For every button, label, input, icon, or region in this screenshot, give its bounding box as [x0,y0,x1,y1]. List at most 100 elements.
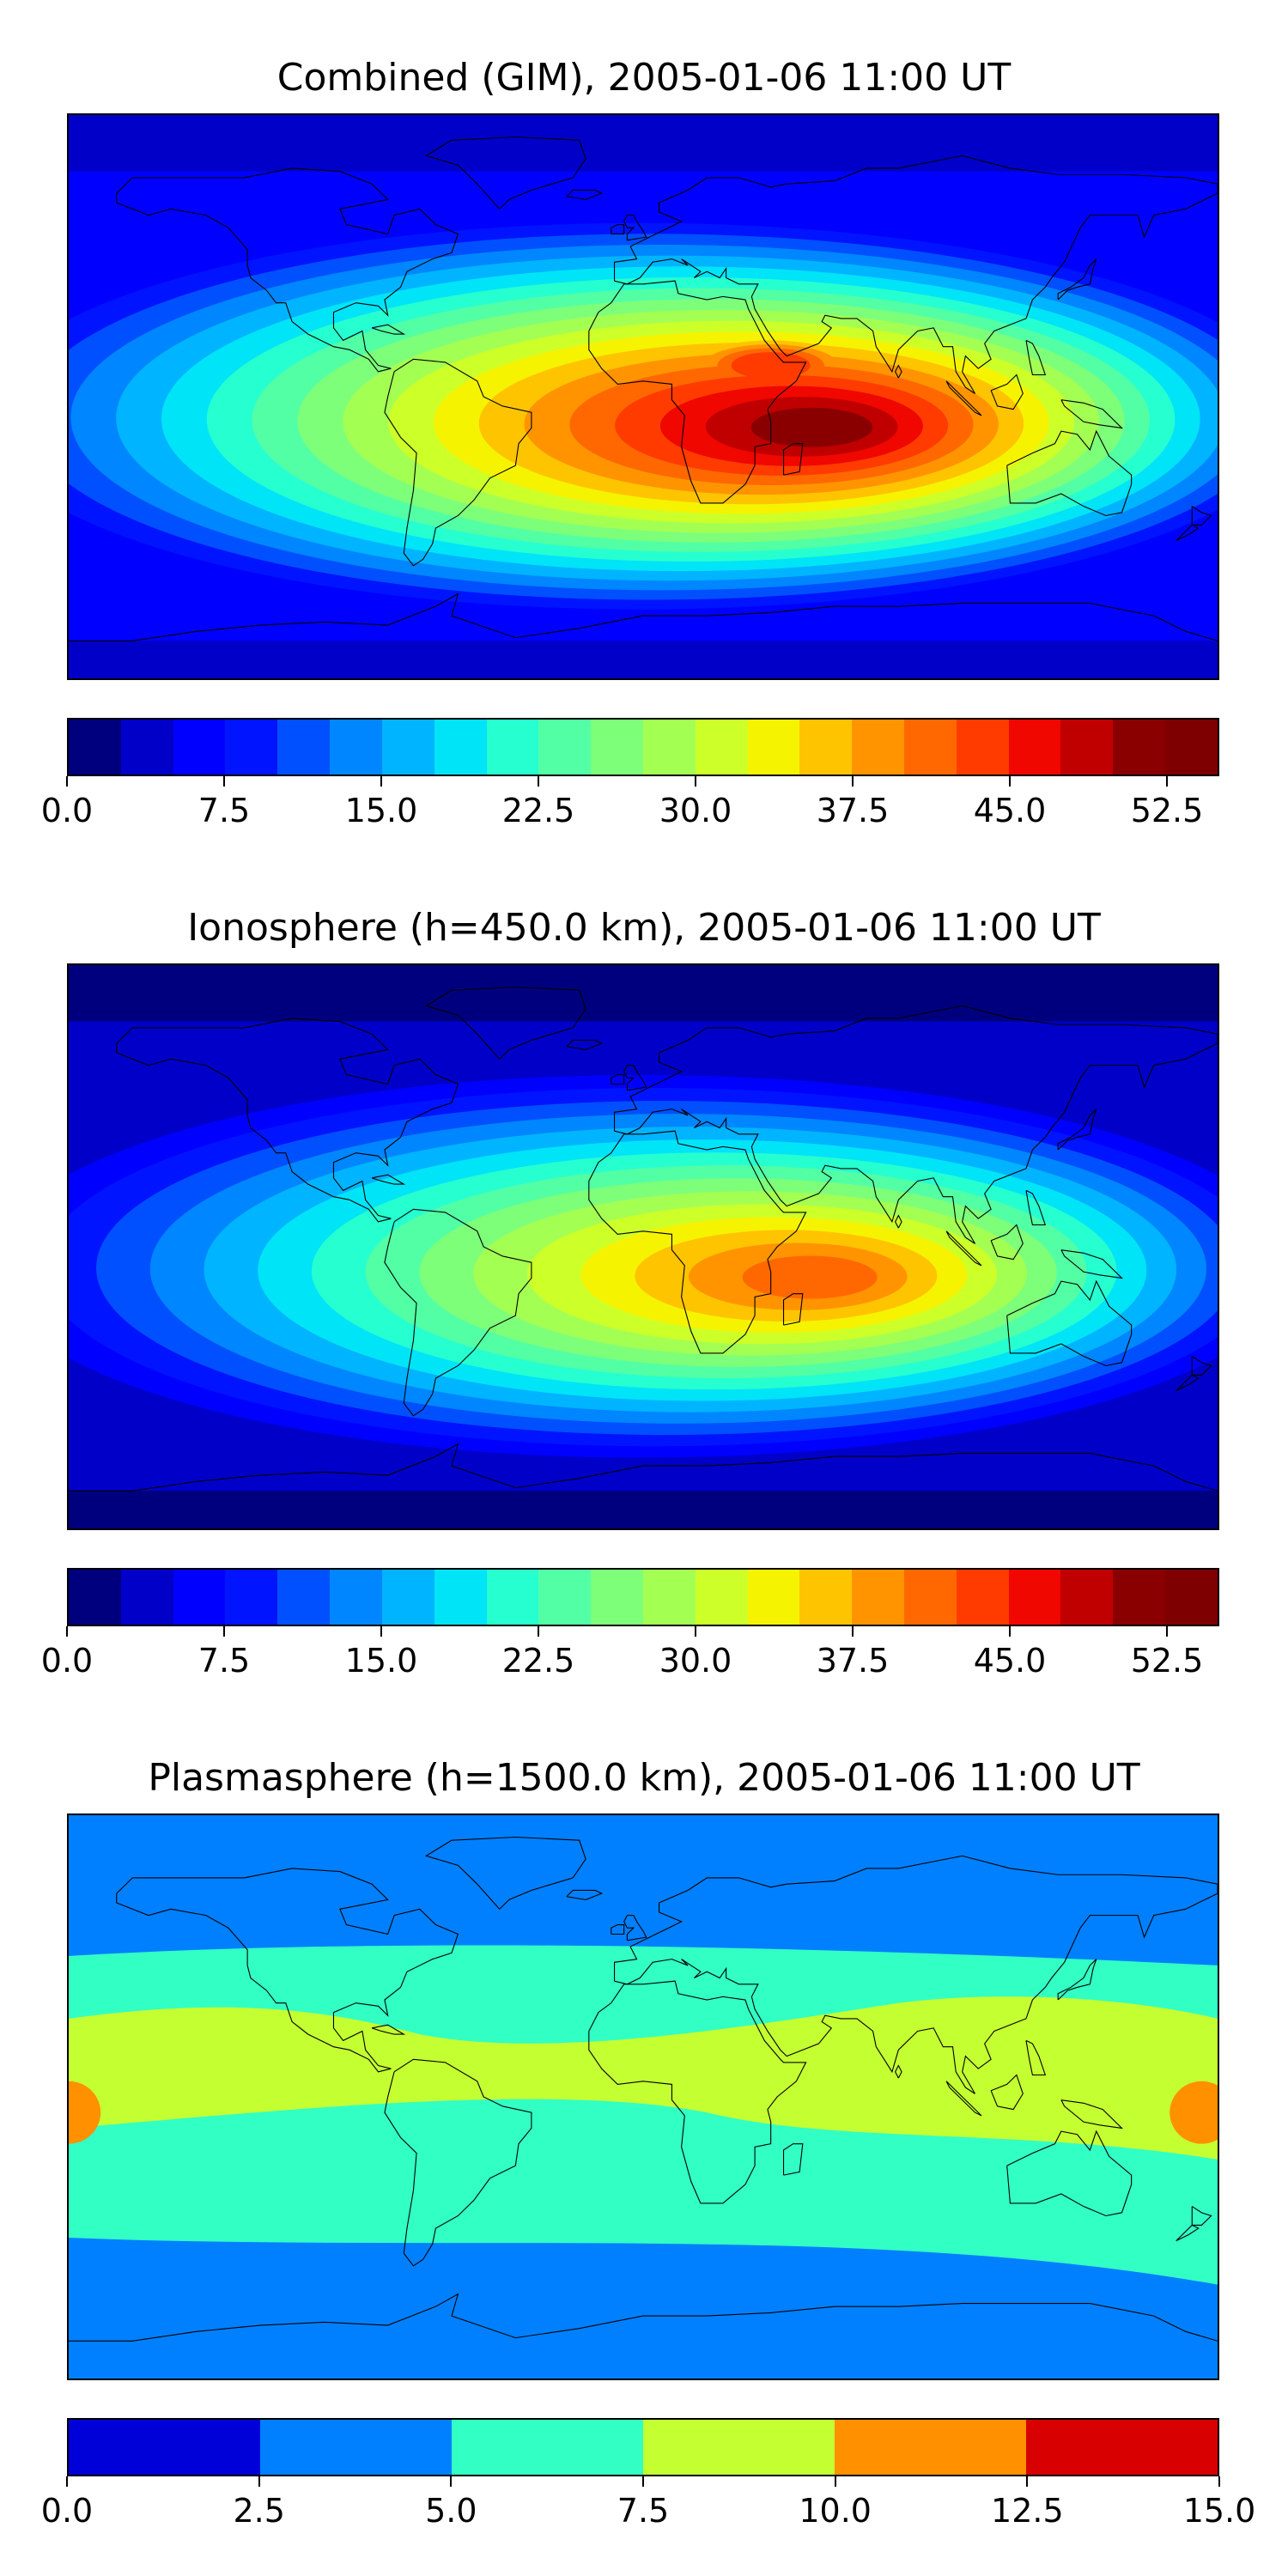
colorbar-segment [486,720,539,775]
colorbar-ticks-combined: 0.0 7.5 15.0 22.5 30.0 37.5 45.0 52.5 [41,776,1219,829]
coastline-14 [624,1916,647,1941]
colorbar-tick [642,2476,644,2487]
coastline-15 [611,1075,624,1084]
colorbar-tick-label: 52.5 [1130,1642,1204,1680]
colorbar-segment [695,1570,748,1625]
field-polar-south [69,641,1218,678]
coastline-10 [946,381,981,416]
coastline-19 [896,2066,902,2079]
colorbar-tick-label: 15.0 [344,792,418,829]
coastline-18 [1026,2040,1045,2075]
colorbar-combined [67,718,1219,776]
coastline-6 [1007,1281,1132,1365]
colorbar-segment [1026,2420,1218,2475]
colorbar-tick-label: 45.0 [973,792,1047,829]
chart-title-combined: Combined (GIM), 2005-01-06 11:00 UT [276,56,1012,100]
colorbar-tick-label: 22.5 [501,1642,575,1680]
coastline-19 [896,1216,902,1229]
colorbar-segment [225,1570,278,1625]
map-panel-combined [67,113,1219,680]
colorbar-segment [486,1570,539,1625]
coastline-6 [1007,431,1132,515]
colorbar-segment [904,720,957,775]
colorbar-segment [642,1570,696,1625]
chart-title-ionosphere: Ionosphere (h=450.0 km), 2005-01-06 11:0… [187,906,1101,950]
colorbar-tick [852,1626,854,1637]
chart-title-plasmasphere: Plasmasphere (h=1500.0 km), 2005-01-06 1… [148,1756,1140,1800]
colorbar-tick [1009,776,1011,787]
colorbar-tick [1166,776,1168,787]
coastline-3 [615,1005,1218,1243]
colorbar-segment [1008,720,1061,775]
colorbar-tick-label: 30.0 [659,1642,732,1680]
coastline-4 [589,281,806,503]
colorbar-tick-label: 52.5 [1130,792,1204,829]
colorbar-tick [66,2476,68,2487]
colorbar-plasmasphere [67,2418,1219,2476]
coastline-10 [946,2081,981,2116]
heatmap-ionosphere [69,965,1218,1528]
contour-level-16 [742,1255,878,1299]
colorbar-tick-label: 7.5 [197,792,251,829]
colorbar-segment [381,720,434,775]
colorbar-tick [695,1626,696,1637]
coastline-18 [1026,1190,1045,1224]
coastline-4 [589,1981,806,2203]
colorbar-segment [1060,1570,1114,1625]
coastline-14 [624,216,647,240]
coastline-15 [611,225,624,234]
colorbar-ticks-ionosphere: 0.0 7.5 15.0 22.5 30.0 37.5 45.0 52.5 [41,1626,1219,1680]
field-polar-south [69,1491,1218,1528]
colorbar-tick-label: 15.0 [344,1642,418,1680]
colorbar-segment [538,720,592,775]
colorbar-tick-label: 12.5 [991,2492,1064,2530]
coastline-17 [372,325,404,334]
colorbar-segment [120,1570,173,1625]
colorbar-tick-label: 5.0 [425,2492,477,2530]
colorbar-tick-label: 10.0 [799,2492,872,2530]
coastline-9 [991,1224,1023,1259]
colorbar-segment [452,2420,643,2475]
colorbar-segment [591,720,643,775]
colorbar-tick [538,1626,539,1637]
coastline-3 [615,155,1218,393]
colorbar-segment [835,2420,1026,2475]
colorbar-tick [1009,1626,1011,1637]
colorbar-segment [381,1570,434,1625]
colorbar-tick [223,1626,225,1637]
coastline-14 [624,1066,647,1091]
colorbar-segment [1113,1570,1166,1625]
colorbar-tick-label: 2.5 [233,2492,285,2530]
colorbar-segment [642,720,696,775]
peak-west [69,2081,101,2144]
colorbar-tick-label: 7.5 [617,2492,670,2530]
colorbar-segment [956,1570,1009,1625]
colorbar-tick-label: 0.0 [40,792,94,829]
colorbar-segment [173,720,226,775]
colorbar-segment [330,1570,382,1625]
map-panel-plasmasphere [67,1814,1219,2380]
coastline-10 [946,1231,981,1266]
contour-secondary-17 [731,352,811,380]
coastlines [69,1838,1218,2342]
coastline-9 [991,2075,1023,2109]
coastline-6 [1007,2131,1132,2215]
coastline-8 [1058,1109,1097,1150]
colorbar-segment [852,720,904,775]
coastline-0 [117,1018,459,1222]
field-polar-north [69,115,1218,172]
colorbar-segment [277,720,331,775]
colorbar-tick-label: 15.0 [1182,2492,1256,2530]
colorbar-segment [538,1570,592,1625]
coastline-8 [1058,259,1097,300]
coastline-7 [69,594,1218,641]
colorbar-tick-label: 22.5 [501,792,575,829]
coastline-7 [69,2294,1218,2342]
colorbar-tick [852,776,854,787]
colorbar-segment [225,720,278,775]
coastline-5 [784,2144,803,2175]
colorbar-tick [380,1626,382,1637]
coastlines [69,987,1218,1492]
colorbar-tick [258,2476,260,2487]
colorbar-segment [799,720,853,775]
